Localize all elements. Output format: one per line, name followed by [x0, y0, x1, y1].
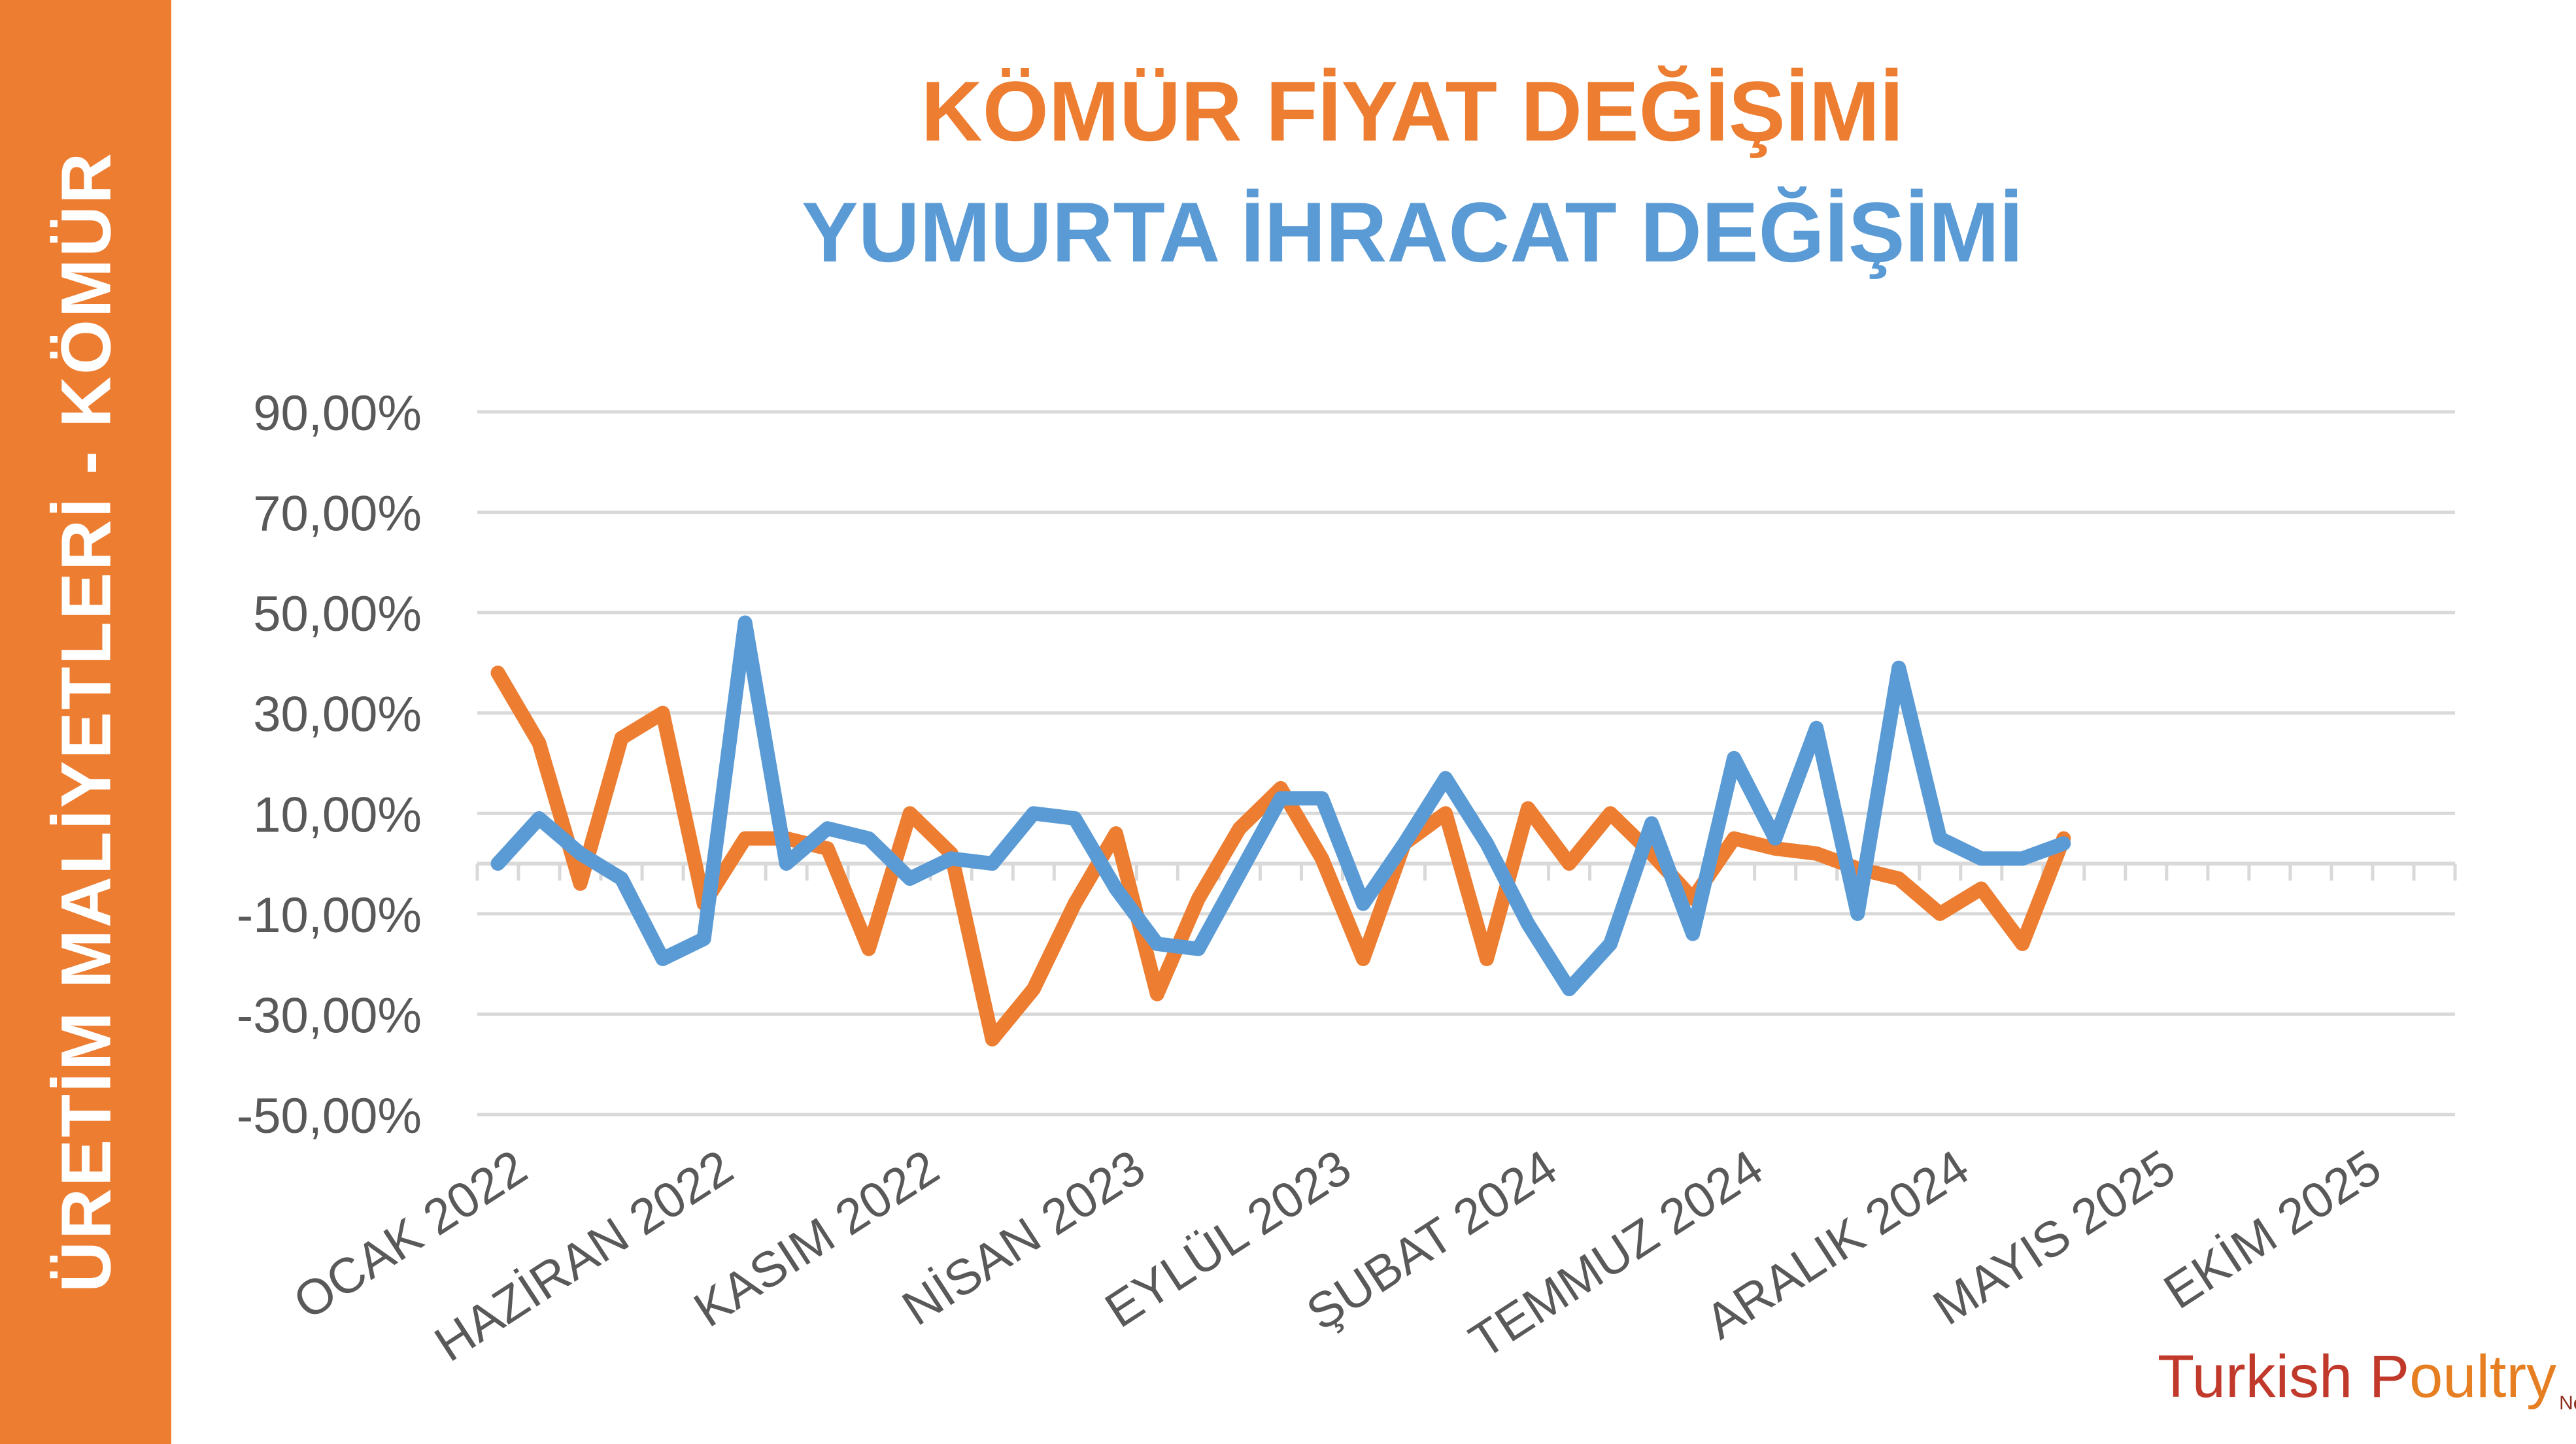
x-tick-label: EKİM 2025: [2154, 1139, 2391, 1320]
y-tick-label: -30,00%: [237, 988, 422, 1043]
y-tick-label: 30,00%: [253, 687, 422, 743]
series-line-0: [490, 665, 2071, 1047]
y-tick-label: 70,00%: [253, 486, 422, 542]
side-banner: ÜRETİM MALİYETLERİ - KÖMÜR: [0, 0, 171, 1444]
series-lines: [490, 615, 2071, 1047]
series-line-1: [490, 615, 2071, 997]
logo-text-2: oultry: [2409, 1343, 2557, 1410]
y-tick-label: -10,00%: [237, 888, 422, 943]
turkish-poultry-logo: Turkish PoultryNet: [2158, 1347, 2576, 1413]
chart-title-eggs: YUMURTA İHRACAT DEĞİŞİMİ: [801, 184, 2024, 280]
chart-title-coal: KÖMÜR FİYAT DEĞİŞİMİ: [921, 63, 1904, 159]
y-tick-label: 50,00%: [253, 586, 422, 642]
logo-text-1: Turkish P: [2158, 1343, 2410, 1410]
y-tick-label: -50,00%: [237, 1088, 422, 1144]
logo-suffix: Net: [2559, 1392, 2576, 1415]
y-tick-label: 10,00%: [253, 787, 422, 843]
y-axis-tick-labels: -50,00% -30,00% -10,00% 10,00% 30,00% 50,00% 7…: [237, 386, 422, 1144]
y-tick-label: 90,00%: [253, 386, 422, 441]
